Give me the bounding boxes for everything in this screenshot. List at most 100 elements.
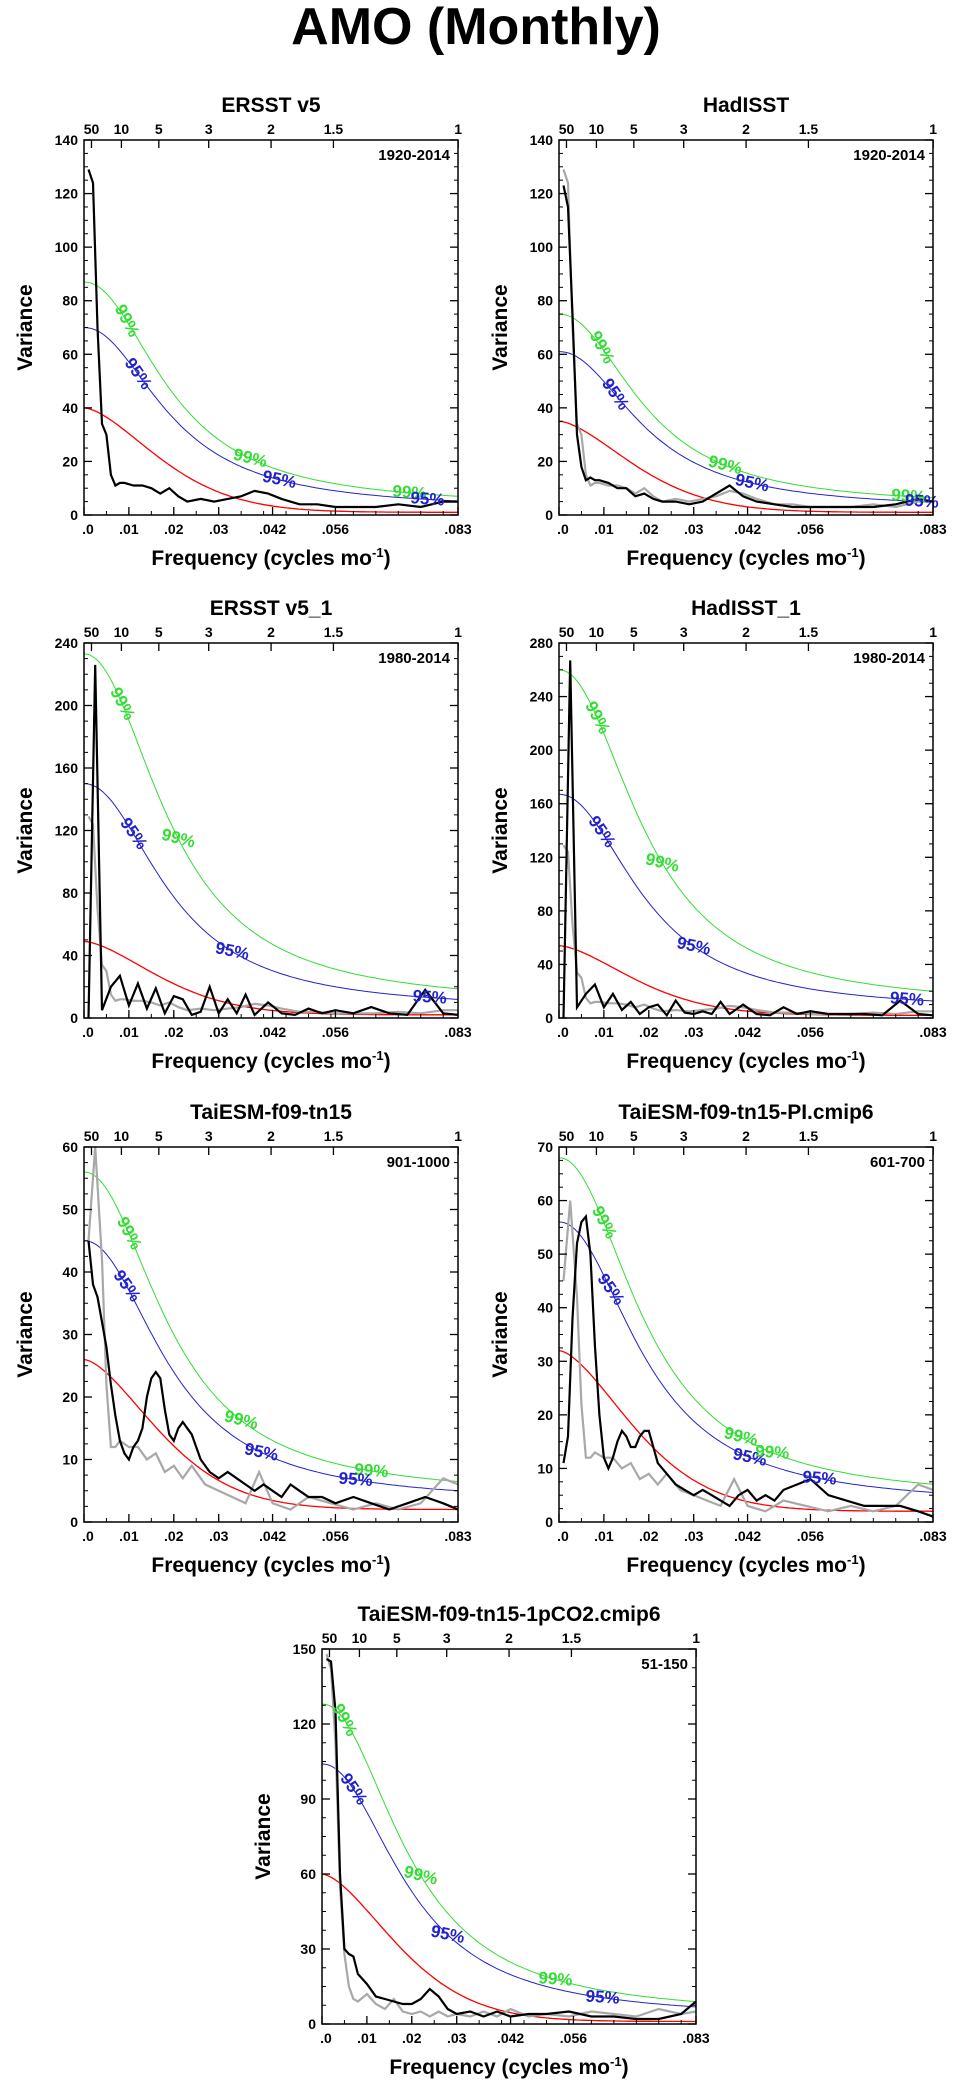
- curve-group: [559, 169, 933, 513]
- significance-label: 95%: [243, 1439, 280, 1465]
- top-tick-label: 3: [443, 1630, 451, 1646]
- y-tick-label: 40: [62, 1264, 78, 1280]
- top-tick-label: 50: [84, 624, 100, 640]
- y-tick-label: 80: [537, 903, 553, 919]
- x-tick-label: .0: [557, 1024, 569, 1040]
- period-label: 51-150: [641, 1656, 688, 1673]
- spectrum-line: [87, 664, 458, 1018]
- x-tick-label: .042: [259, 1024, 286, 1040]
- significance-label: 99%: [755, 1441, 790, 1462]
- significance-label: 95%: [110, 1267, 145, 1306]
- reference-spectrum-line: [562, 844, 933, 1016]
- x-tick-label: .01: [594, 1528, 614, 1544]
- y-tick-label: 200: [530, 742, 554, 758]
- top-tick-label: 50: [322, 1630, 338, 1646]
- top-tick-label: 3: [680, 121, 688, 137]
- x-tick-label: .01: [119, 1528, 139, 1544]
- top-tick-label: 10: [589, 121, 605, 137]
- y-tick-label: 90: [300, 1791, 316, 1807]
- top-tick-label: 1: [454, 121, 462, 137]
- significance-label: 99%: [891, 485, 926, 506]
- x-tick-label: .03: [209, 1528, 229, 1544]
- significance-label: 99%: [588, 1203, 621, 1242]
- x-tick-label: .0: [82, 1528, 94, 1544]
- y-tick-label: 120: [293, 1716, 317, 1732]
- top-tick-label: 10: [114, 624, 130, 640]
- spectrum-line: [87, 169, 458, 509]
- significance-label: 95%: [889, 988, 924, 1009]
- reference-spectrum-line: [562, 169, 933, 509]
- spectrum-panel: ERSST v51920-201499%95%99%95%99%95%.0.01…: [14, 94, 472, 570]
- top-tick-label: 3: [680, 1128, 688, 1144]
- panel-title: TaiESM-f09-tn15-1pCO2.cmip6: [357, 1603, 660, 1626]
- x-tick-label: .056: [797, 1024, 824, 1040]
- significance-label: 95%: [410, 488, 445, 509]
- curve-group: [84, 653, 458, 1018]
- x-tick-label: .03: [684, 1528, 704, 1544]
- curve-group: [559, 660, 933, 1018]
- top-tick-label: 10: [589, 624, 605, 640]
- sig99-curve: [84, 1171, 458, 1482]
- y-tick-label: 140: [530, 132, 554, 148]
- x-tick-label: .0: [82, 1024, 94, 1040]
- significance-label: 95%: [412, 986, 447, 1007]
- top-tick-label: 1: [454, 1128, 462, 1144]
- significance-label: 95%: [585, 812, 620, 851]
- top-tick-label: 2: [742, 1128, 750, 1144]
- x-tick-label: .01: [119, 521, 139, 537]
- panel-title: TaiESM-f09-tn15: [190, 1101, 352, 1124]
- sig95-curve: [559, 1221, 933, 1493]
- top-tick-label: 2: [742, 121, 750, 137]
- x-tick-label: .042: [734, 1528, 761, 1544]
- significance-label: 99%: [392, 482, 427, 503]
- top-tick-label: 50: [84, 1128, 100, 1144]
- y-tick-label: 80: [62, 885, 78, 901]
- significance-label: 99%: [354, 1460, 389, 1481]
- spectrum-panel: TaiESM-f09-tn15901-100099%95%99%95%99%95…: [14, 1101, 472, 1577]
- y-tick-label: 0: [70, 1514, 78, 1530]
- x-tick-label: .042: [259, 521, 286, 537]
- top-tick-label: 1.5: [324, 624, 344, 640]
- curve-group: [559, 1157, 933, 1518]
- y-tick-label: 0: [545, 1010, 553, 1026]
- top-tick-label: 1.5: [324, 1128, 344, 1144]
- x-tick-label: .0: [557, 1528, 569, 1544]
- y-axis-label: Variance: [14, 284, 37, 370]
- y-tick-label: 30: [537, 1353, 553, 1369]
- sig99-curve: [559, 1157, 933, 1485]
- y-tick-label: 60: [62, 1139, 78, 1155]
- y-tick-label: 60: [537, 346, 553, 362]
- y-tick-label: 140: [55, 132, 79, 148]
- y-tick-label: 40: [62, 400, 78, 416]
- spectrum-panel: ERSST v5_1 1980-2014 99% 95% 99% 95% 95% .0 .01.…: [14, 597, 472, 1073]
- sig99-curve: [559, 313, 933, 499]
- y-tick-label: 80: [62, 293, 78, 309]
- x-tick-label: .083: [444, 1024, 471, 1040]
- significance-label: 99%: [586, 328, 619, 367]
- top-tick-label: 3: [205, 121, 213, 137]
- x-tick-label: .02: [402, 2030, 422, 2046]
- sig95-curve: [559, 351, 933, 503]
- x-tick-label: .083: [919, 1528, 946, 1544]
- y-axis-label: Variance: [14, 1291, 37, 1377]
- panel-title: ERSST v5_1: [210, 597, 333, 620]
- x-tick-label: .03: [447, 2030, 467, 2046]
- y-tick-label: 40: [62, 948, 78, 964]
- y-tick-label: 0: [308, 2016, 316, 2032]
- significance-label: 99%: [106, 684, 139, 723]
- x-tick-label: .056: [797, 521, 824, 537]
- panel-title: TaiESM-f09-tn15-PI.cmip6: [618, 1101, 873, 1124]
- top-tick-label: 50: [84, 121, 100, 137]
- significance-label: 95%: [214, 938, 251, 964]
- x-tick-label: .042: [734, 521, 761, 537]
- period-label: 1980-2014: [378, 650, 450, 667]
- top-tick-label: 2: [267, 624, 275, 640]
- y-tick-label: 160: [530, 796, 554, 812]
- curve-group: [322, 1653, 696, 2023]
- significance-label: 99%: [231, 445, 269, 472]
- top-tick-label: 5: [630, 1128, 638, 1144]
- significance-label: 95%: [338, 1469, 373, 1490]
- red-noise-curve: [559, 945, 933, 1016]
- x-tick-label: .0: [557, 521, 569, 537]
- significance-label: 95%: [116, 814, 151, 853]
